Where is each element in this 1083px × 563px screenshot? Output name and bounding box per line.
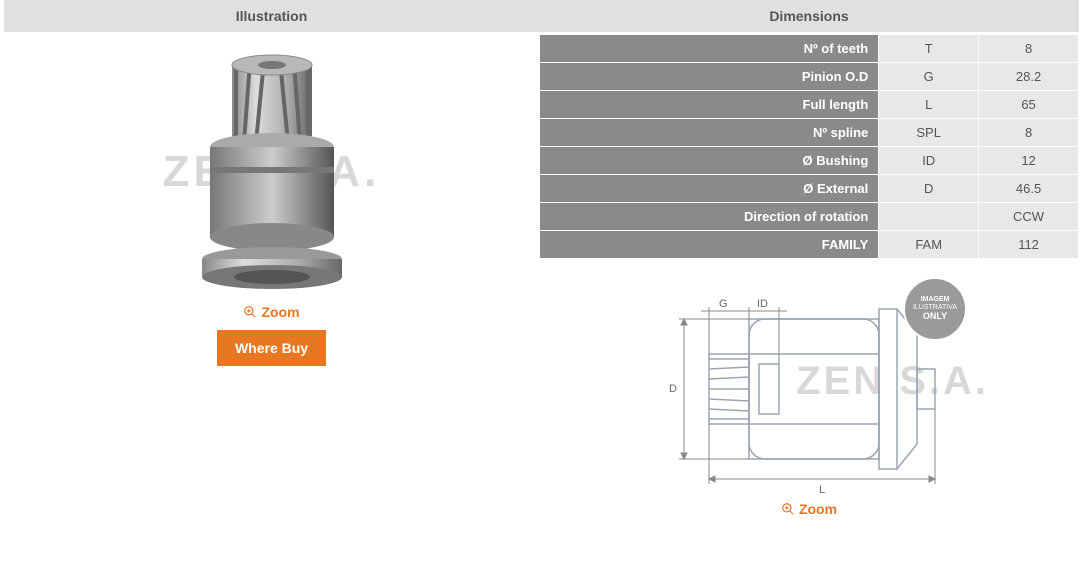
dim-label: Nº of teeth [540, 35, 879, 63]
table-row: Ø ExternalD46.5 [540, 175, 1079, 203]
dim-label: Pinion O.D [540, 63, 879, 91]
dim-value: 8 [979, 119, 1079, 147]
diagram-panel: ZEN S.A. IMAGEM ILUSTRATIVA ONLY [539, 279, 1079, 517]
zoom-icon [781, 502, 795, 516]
dim-label: Ø External [540, 175, 879, 203]
dim-symbol: FAM [879, 231, 979, 259]
dim-symbol: G [879, 63, 979, 91]
zoom-link-illustration[interactable]: Zoom [243, 304, 299, 320]
dim-symbol: T [879, 35, 979, 63]
zoom-label: Zoom [261, 304, 299, 320]
zoom-label: Zoom [799, 501, 837, 517]
diagram-label-id: ID [757, 298, 768, 310]
dimensions-header: Dimensions [539, 0, 1079, 32]
dim-value: 65 [979, 91, 1079, 119]
dim-symbol: SPL [879, 119, 979, 147]
table-row: FAMILYFAM112 [540, 231, 1079, 259]
dim-value: 12 [979, 147, 1079, 175]
diagram-label-l: L [819, 484, 825, 496]
table-row: Nº splineSPL8 [540, 119, 1079, 147]
dim-symbol: D [879, 175, 979, 203]
dimensions-table: Nº of teethT8Pinion O.DG28.2Full lengthL… [539, 34, 1079, 259]
dim-label: Direction of rotation [540, 203, 879, 231]
dim-value: 8 [979, 35, 1079, 63]
product-image: ZEN S.A. [142, 42, 402, 302]
dim-label: Ø Bushing [540, 147, 879, 175]
table-row: Direction of rotation CCW [540, 203, 1079, 231]
where-buy-button[interactable]: Where Buy [217, 330, 326, 366]
dim-symbol: ID [879, 147, 979, 175]
diagram-label-d: D [669, 383, 677, 395]
dim-symbol: L [879, 91, 979, 119]
illustration-header: Illustration [4, 0, 539, 32]
product-svg [192, 47, 352, 297]
dim-value: 28.2 [979, 63, 1079, 91]
table-row: Nº of teethT8 [540, 35, 1079, 63]
dim-symbol [879, 203, 979, 231]
dim-value: 112 [979, 231, 1079, 259]
diagram-label-g: G [719, 298, 728, 310]
dim-label: Nº spline [540, 119, 879, 147]
dim-label: Full length [540, 91, 879, 119]
dim-value: CCW [979, 203, 1079, 231]
zoom-link-diagram[interactable]: Zoom [781, 501, 837, 517]
dim-label: FAMILY [540, 231, 879, 259]
zoom-icon [243, 305, 257, 319]
table-row: Pinion O.DG28.2 [540, 63, 1079, 91]
dim-value: 46.5 [979, 175, 1079, 203]
table-row: Full lengthL65 [540, 91, 1079, 119]
table-row: Ø BushingID12 [540, 147, 1079, 175]
illustration-panel: ZEN S.A. [4, 34, 539, 374]
illustrative-badge: IMAGEM ILUSTRATIVA ONLY [903, 277, 967, 341]
